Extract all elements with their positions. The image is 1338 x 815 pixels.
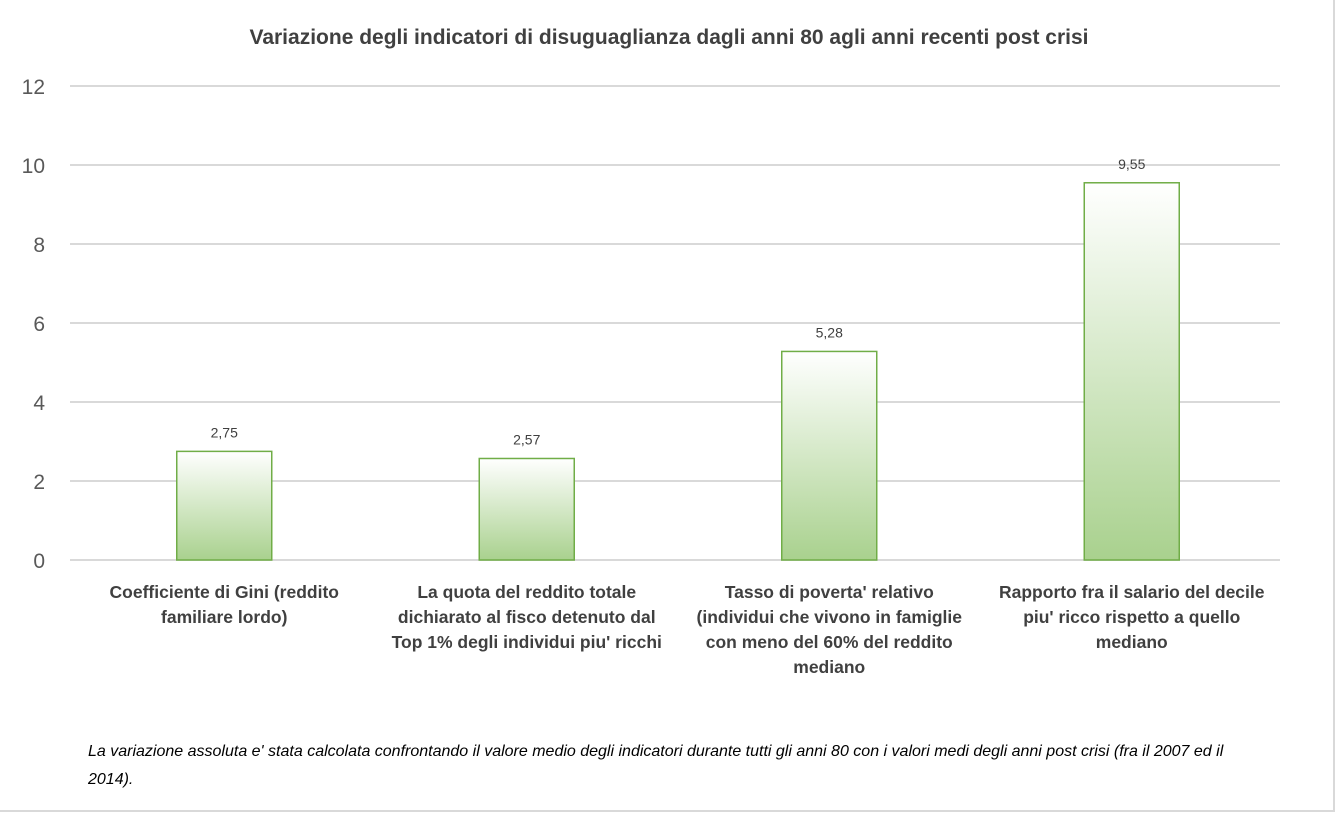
data-label: 9,55 bbox=[1118, 156, 1145, 172]
bar bbox=[478, 457, 575, 561]
x-tick-label: Tasso di poverta' relativo (individui ch… bbox=[696, 582, 962, 677]
data-label: 2,57 bbox=[513, 431, 540, 447]
data-label: 2,75 bbox=[211, 424, 238, 440]
y-tick-label: 6 bbox=[33, 313, 45, 336]
data-label: 5,28 bbox=[816, 324, 843, 340]
y-tick-label: 2 bbox=[33, 471, 45, 494]
y-tick-label: 4 bbox=[33, 392, 45, 415]
bar bbox=[781, 350, 878, 561]
y-tick-label: 12 bbox=[22, 76, 45, 99]
footnote: La variazione assoluta e' stata calcolat… bbox=[88, 743, 1224, 788]
x-tick-label: La quota del reddito totale dichiarato a… bbox=[391, 582, 662, 652]
chart-title: Variazione degli indicatori di disuguagl… bbox=[249, 26, 1089, 49]
bar bbox=[1083, 182, 1180, 561]
y-tick-label: 10 bbox=[22, 155, 45, 178]
x-tick-label: Coefficiente di Gini (reddito familiare … bbox=[109, 582, 339, 627]
x-tick-label: Rapporto fra il salario del decile piu' … bbox=[999, 582, 1265, 652]
y-tick-label: 8 bbox=[33, 234, 45, 257]
y-tick-label: 0 bbox=[33, 550, 45, 573]
bar bbox=[176, 450, 273, 561]
